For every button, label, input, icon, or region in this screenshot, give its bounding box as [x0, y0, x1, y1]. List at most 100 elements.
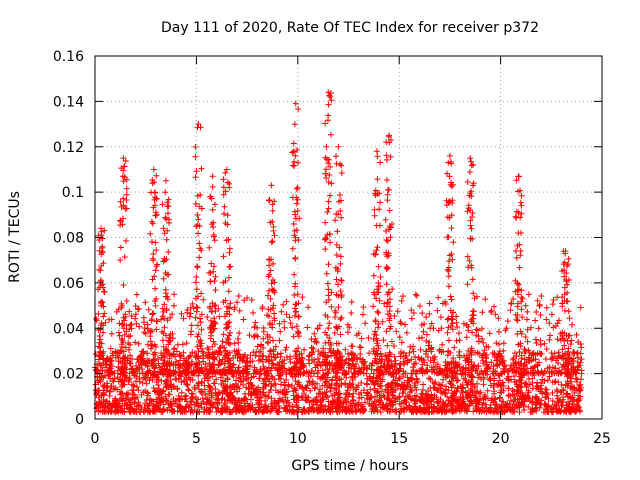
data-point: [186, 402, 193, 409]
data-point: [292, 280, 299, 287]
data-point: [271, 310, 278, 317]
y-tick-label: 0.08: [53, 231, 84, 247]
data-point: [332, 314, 339, 321]
data-point: [235, 293, 242, 300]
data-point: [358, 335, 365, 342]
data-point: [292, 100, 299, 107]
data-point: [269, 201, 276, 208]
data-point: [269, 238, 276, 245]
data-point: [305, 304, 312, 311]
data-point: [311, 330, 318, 337]
data-point: [165, 249, 172, 256]
data-point: [266, 262, 273, 269]
y-tick-label: 0.04: [53, 321, 84, 337]
data-point: [194, 264, 201, 271]
data-point: [437, 396, 444, 403]
data-point: [135, 399, 142, 406]
data-point: [231, 397, 238, 404]
data-point: [381, 300, 388, 307]
data-point: [195, 372, 202, 379]
data-point: [220, 331, 227, 338]
data-point: [337, 253, 344, 260]
data-point: [135, 305, 142, 312]
data-point: [127, 332, 134, 339]
data-point: [268, 280, 275, 287]
data-point: [150, 385, 157, 392]
data-point: [383, 281, 390, 288]
data-point: [277, 381, 284, 388]
data-point: [176, 357, 183, 364]
data-point: [553, 392, 560, 399]
data-point: [311, 385, 318, 392]
data-point: [338, 314, 345, 321]
data-point: [532, 317, 539, 324]
data-point: [133, 378, 140, 385]
data-point: [149, 238, 156, 245]
data-point: [112, 385, 119, 392]
data-point: [337, 260, 344, 267]
x-tick-label: 20: [492, 431, 510, 447]
data-point: [111, 375, 118, 382]
data-point: [236, 330, 243, 337]
data-point: [435, 381, 442, 388]
data-point: [245, 380, 252, 387]
data-point: [349, 376, 356, 383]
data-point: [278, 350, 285, 357]
data-point: [548, 350, 555, 357]
data-point: [281, 404, 288, 411]
data-point: [578, 370, 585, 377]
data-point: [396, 334, 403, 341]
data-point: [267, 347, 274, 354]
data-point: [193, 308, 200, 315]
data-point: [206, 244, 213, 251]
data-point: [287, 358, 294, 365]
data-point: [537, 311, 544, 318]
data-point: [325, 261, 332, 268]
data-point: [199, 395, 206, 402]
data-point: [566, 351, 573, 358]
data-point: [192, 153, 199, 160]
data-point: [377, 409, 384, 416]
data-point: [152, 212, 159, 219]
data-point: [465, 202, 472, 209]
data-point: [454, 402, 461, 409]
data-point: [426, 310, 433, 317]
data-point: [434, 307, 441, 314]
data-point: [281, 382, 288, 389]
data-point: [335, 281, 342, 288]
data-point: [511, 373, 518, 380]
data-point: [372, 317, 379, 324]
data-point: [549, 379, 556, 386]
data-point: [316, 386, 323, 393]
data-point: [136, 323, 143, 330]
data-point: [208, 221, 215, 228]
data-point: [333, 251, 340, 258]
data-point: [315, 390, 322, 397]
data-point: [192, 174, 199, 181]
data-point: [517, 230, 524, 236]
data-point: [279, 365, 286, 372]
data-point: [289, 324, 296, 331]
data-point: [484, 387, 491, 394]
data-point: [455, 330, 462, 337]
data-point: [445, 233, 452, 240]
data-point: [149, 311, 156, 318]
data-point: [445, 337, 452, 344]
data-point: [370, 272, 377, 279]
data-point: [224, 324, 231, 331]
data-point: [518, 202, 525, 209]
data-point: [325, 325, 332, 332]
data-point: [553, 386, 560, 393]
y-tick-label: 0.1: [62, 185, 84, 201]
data-point: [371, 206, 378, 213]
data-point: [331, 330, 338, 337]
data-point: [268, 239, 275, 246]
data-point: [117, 244, 124, 251]
data-point: [456, 348, 463, 355]
data-point: [119, 321, 126, 328]
data-point: [245, 390, 252, 397]
data-point: [208, 260, 215, 267]
data-point: [267, 267, 274, 274]
data-point: [337, 331, 344, 338]
data-point: [336, 191, 343, 198]
